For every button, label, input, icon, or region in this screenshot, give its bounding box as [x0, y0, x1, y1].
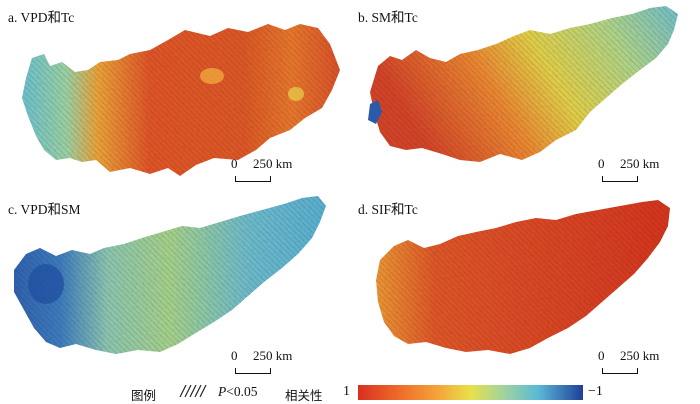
scalebar-d: 0 250 km [598, 348, 688, 376]
scalebar-zero: 0 [598, 348, 605, 363]
colorbar-max-label: 1 [343, 384, 350, 399]
panel-title-a: a. VPD和Tc [8, 10, 75, 25]
scalebar-a: 0 250 km [231, 156, 321, 184]
scalebar-zero: 0 [231, 156, 238, 171]
legend-title: 图例 [131, 388, 157, 403]
significance-label: P<0.05 [218, 384, 258, 400]
colorbar [358, 385, 583, 400]
scalebar-line [235, 176, 271, 182]
map-d [376, 200, 670, 354]
scalebar-distance: 250 km [253, 348, 293, 363]
scalebar-line [602, 368, 638, 374]
map-b [368, 6, 678, 162]
scalebar-line [235, 368, 271, 374]
panel-d: d. SIF和Tc 0 250 km [350, 192, 700, 382]
scalebar-line [602, 176, 638, 182]
correlation-label: 相关性 [285, 388, 323, 403]
scalebar-distance: 250 km [620, 348, 660, 363]
significance-threshold: <0.05 [226, 384, 258, 399]
scalebar-c: 0 250 km [231, 348, 321, 376]
scalebar-distance: 250 km [620, 156, 660, 171]
panel-c: c. VPD和SM 0 250 km [0, 192, 350, 382]
panel-title-c: c. VPD和SM [8, 202, 81, 217]
significance-p: P [218, 384, 227, 399]
panel-title-b: b. SM和Tc [358, 10, 418, 25]
scalebar-zero: 0 [231, 348, 238, 363]
significance-hatch-icon [179, 385, 207, 397]
map-a [22, 24, 340, 176]
scalebar-distance: 250 km [253, 156, 293, 171]
legend: 图例 P<0.05 相关性 1 −1 [0, 378, 700, 403]
panel-a: a. VPD和Tc 0 250 km [0, 0, 350, 190]
colorbar-min-label: −1 [588, 384, 603, 399]
scalebar-b: 0 250 km [598, 156, 688, 184]
map-c [14, 196, 326, 354]
scalebar-zero: 0 [598, 156, 605, 171]
panel-title-d: d. SIF和Tc [358, 202, 418, 217]
panel-b: b. SM和Tc 0 250 km [350, 0, 700, 190]
